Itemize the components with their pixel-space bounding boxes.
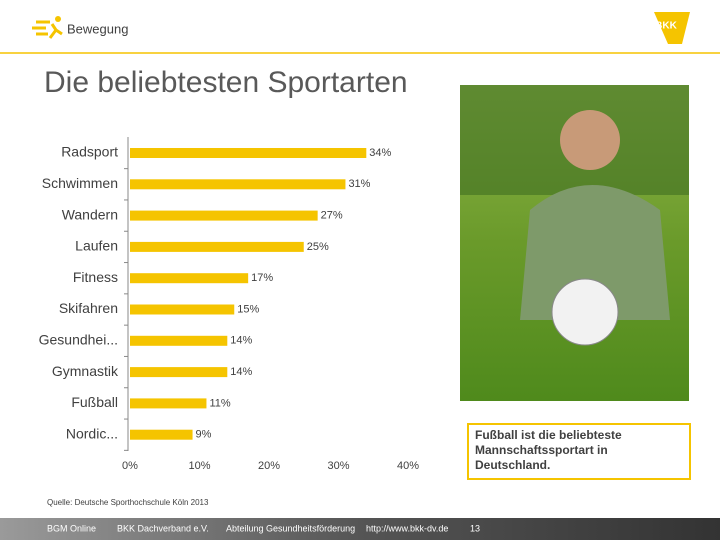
footer-text: http://www.bkk-dv.de — [366, 523, 448, 533]
y-tick-label: Skifahren — [59, 300, 118, 316]
annotation: Fußball ist die beliebteste Mannschaftss… — [467, 423, 691, 480]
value-label: 25% — [307, 241, 329, 253]
bar — [130, 148, 367, 158]
y-tick-label: Nordic... — [66, 425, 118, 441]
section-title: Bewegung — [67, 21, 128, 36]
bkk-logo — [654, 12, 690, 44]
y-tick-label: Fitness — [73, 269, 118, 285]
bar — [130, 179, 346, 190]
x-tick-label: 30% — [327, 460, 349, 472]
logo-text: BKK — [655, 21, 677, 32]
runner-icon — [32, 16, 63, 39]
value-label: 14% — [230, 335, 252, 347]
y-tick-label: Gymnastik — [52, 363, 119, 379]
photo — [460, 85, 689, 401]
x-tick-label: 0% — [122, 460, 138, 472]
bar — [130, 367, 228, 378]
y-tick-label: Fußball — [71, 394, 118, 410]
value-label: 34% — [369, 147, 391, 159]
bar — [130, 304, 235, 315]
value-label: 14% — [230, 366, 252, 378]
value-label: 11% — [209, 397, 230, 409]
y-tick-label: Laufen — [75, 238, 118, 254]
footer-text: BKK Dachverband e.V. — [117, 523, 209, 533]
bar — [130, 429, 193, 440]
chart-title: Die beliebtesten Sportarten — [44, 66, 408, 99]
y-tick-label: Gesundhei... — [39, 332, 118, 348]
source: Quelle: Deutsche Sporthochschule Köln 20… — [47, 498, 209, 507]
footer-text: 13 — [470, 523, 480, 533]
value-label: 27% — [321, 210, 343, 222]
value-label: 9% — [196, 429, 212, 441]
bar — [130, 398, 207, 409]
y-tick-label: Schwimmen — [42, 175, 118, 191]
footer-bar — [0, 518, 720, 540]
y-tick-label: Radsport — [61, 144, 118, 160]
bar — [130, 273, 249, 284]
value-label: 17% — [251, 272, 273, 284]
value-label: 15% — [237, 303, 259, 315]
bar — [130, 335, 228, 346]
x-tick-label: 20% — [258, 460, 280, 472]
y-tick-label: Wandern — [62, 206, 118, 222]
x-tick-label: 40% — [397, 460, 419, 472]
value-label: 31% — [348, 178, 370, 190]
footer-text: Abteilung Gesundheitsförderung — [226, 523, 355, 533]
bar — [130, 210, 318, 221]
x-tick-label: 10% — [188, 460, 210, 472]
bar — [130, 241, 304, 252]
footer-text: BGM Online — [47, 523, 96, 533]
